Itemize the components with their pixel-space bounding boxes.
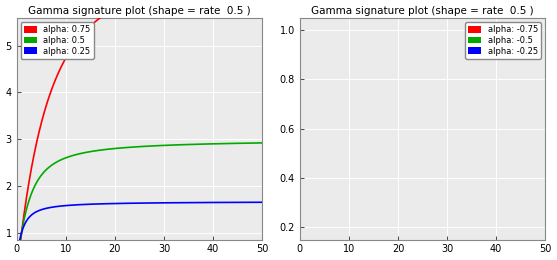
Title: Gamma signature plot (shape = rate  0.5 ): Gamma signature plot (shape = rate 0.5 ) — [28, 5, 251, 16]
Legend: alpha: 0.75, alpha: 0.5, alpha: 0.25: alpha: 0.75, alpha: 0.5, alpha: 0.25 — [21, 22, 94, 59]
Title: Gamma signature plot (shape = rate  0.5 ): Gamma signature plot (shape = rate 0.5 ) — [311, 5, 534, 16]
Legend: alpha: -0.75, alpha: -0.5, alpha: -0.25: alpha: -0.75, alpha: -0.5, alpha: -0.25 — [465, 22, 541, 59]
